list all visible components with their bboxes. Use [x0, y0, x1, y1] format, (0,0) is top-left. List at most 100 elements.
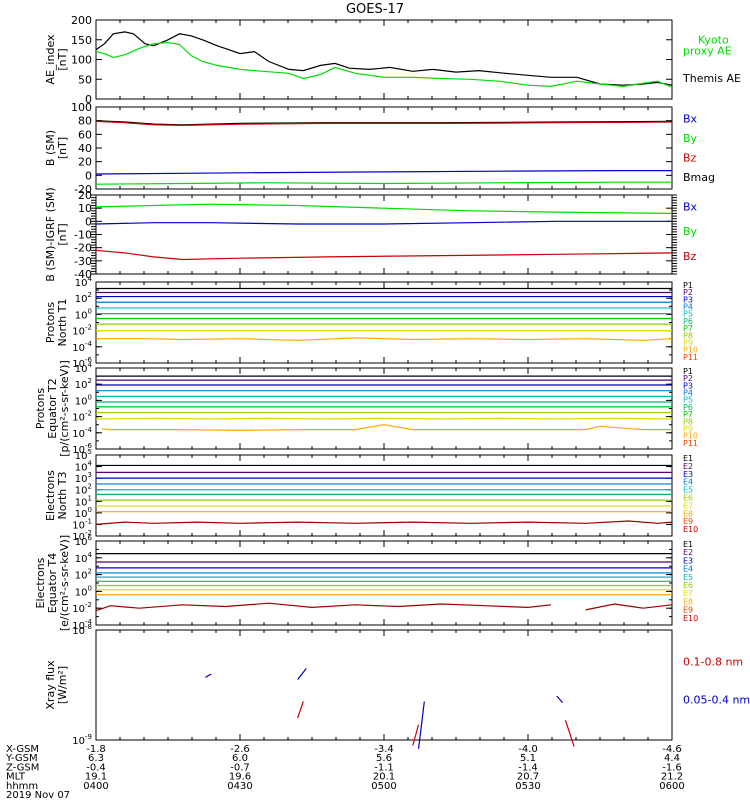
series-line [101, 424, 672, 432]
legend-entry: Bx [683, 201, 698, 214]
legend-entry: E1 [683, 540, 693, 549]
legend-entry: P1 [683, 281, 693, 290]
footer-value: 20.7 [517, 772, 539, 783]
panel-8: 10-9 10-8 Xray flux [W/m²] 0.1-0.8 nm 0.05-0.… [44, 623, 750, 749]
legend-entry: E4 [683, 478, 693, 487]
series-line [95, 249, 673, 261]
y-tick-label: 100 [71, 54, 92, 67]
footer-value: -1.4 [518, 762, 538, 773]
panel-4: 10-6 10-4 10-2 100 102 104 Protons North T1 P1P2… [44, 275, 698, 370]
legend-entry: P7 [683, 324, 693, 333]
footer-row-label: Z-GSM [6, 762, 39, 773]
y-axis-label: [nT] [56, 223, 69, 245]
legend-entry: P3 [683, 295, 693, 304]
footer-value: 5.1 [520, 753, 536, 764]
y-tick-label: 10-6 [72, 356, 92, 370]
legend-entry: E5 [683, 486, 693, 495]
plot-frame [95, 194, 673, 275]
series-kyoto-proxy-ae [95, 41, 673, 88]
legend-entry: P4 [683, 389, 693, 398]
legend-entry: Kyoto [698, 34, 729, 47]
y-tick-label: 104 [75, 551, 93, 565]
y-tick-label: 102 [75, 568, 92, 582]
y-tick-label: 10-2 [72, 410, 92, 424]
y-tick-label: 100 [75, 307, 92, 321]
y-tick-label: 104 [75, 361, 93, 375]
legend-entry: E3 [683, 556, 693, 565]
series-line [95, 170, 672, 175]
series-segment [564, 720, 575, 747]
y-axis-label: Protons [34, 388, 47, 429]
footer-value: -1.8 [86, 744, 106, 755]
footer-value: 0530 [515, 781, 540, 792]
footer-value: -3.4 [374, 744, 394, 755]
y-tick-label: 10-2 [72, 601, 92, 615]
footer-value: -1.6 [662, 762, 682, 773]
legend-entry: P9 [683, 424, 693, 433]
series-line [95, 220, 672, 225]
y-tick-label: 10-4 [72, 618, 92, 632]
plot-frame [95, 281, 673, 364]
footer-row-label: MLT [6, 772, 26, 783]
y-tick-label: 200 [71, 14, 92, 27]
y-axis-label: AE_index [44, 34, 57, 85]
legend-entry: E10 [683, 525, 698, 534]
y-tick-label: 0 [85, 93, 92, 106]
footer-value: 19.1 [85, 772, 107, 783]
y-tick-label: 80 [78, 115, 92, 128]
y-axis-label: Equator T2 [46, 378, 59, 438]
footer-value: 21.2 [661, 772, 683, 783]
footer-row-label: X-GSM [6, 744, 39, 755]
plot-frame [95, 106, 673, 190]
footer-value: 0500 [371, 781, 396, 792]
legend-entry: E3 [683, 470, 693, 479]
legend-entry: E1 [683, 454, 693, 463]
series-p10 [101, 424, 672, 432]
y-tick-label: 10-2 [72, 529, 92, 543]
series-line [95, 120, 673, 127]
legend-entry: P4 [683, 303, 693, 312]
y-axis-label: Xray flux [44, 660, 57, 710]
orbit-footer: X-GSM -1.8 -2.6 -3.4 -4.0 -4.6 Y-GSM 6.3 6.0 5.6 5… [5, 744, 685, 800]
series-e10 [95, 602, 673, 612]
footer-value: -0.4 [86, 762, 106, 773]
y-tick-label: 20 [78, 189, 92, 202]
y-tick-label: 102 [75, 483, 92, 497]
y-axis-label: North T3 [56, 472, 69, 520]
y-tick-label: 10-6 [72, 442, 92, 456]
legend-entry: P8 [683, 331, 693, 340]
y-tick-label: 100 [75, 584, 92, 598]
series-segment [297, 701, 304, 719]
footer-value: 4.4 [664, 753, 680, 764]
panel-5: 10-6 10-4 10-2 100 102 104 Protons Equator T2 [p… [34, 360, 698, 457]
series-bx [95, 220, 672, 225]
y-tick-label: -20 [74, 242, 92, 255]
legend-entry: P5 [683, 310, 693, 319]
footer-row-label: Y-GSM [5, 753, 38, 764]
series-line [95, 181, 672, 185]
series-0-1-0-8-nm [297, 701, 575, 747]
series-segment [417, 701, 425, 749]
legend-entry: P8 [683, 417, 693, 426]
legend: 0.1-0.8 nm 0.05-0.4 nm [683, 656, 750, 707]
legend-entry: E6 [683, 581, 693, 590]
series-segment [205, 673, 212, 678]
y-tick-label: 60 [78, 128, 92, 141]
series-line [95, 417, 673, 420]
y-axis-label: [p/(cm²-s-sr-keV)] [58, 360, 71, 457]
y-tick-label: 100 [71, 101, 92, 114]
series-p10 [96, 337, 673, 341]
y-tick-label: -20 [74, 183, 92, 196]
series-by [95, 181, 672, 185]
footer-value: 0430 [227, 781, 252, 792]
series-segment [412, 724, 420, 746]
y-tick-label: 104 [75, 460, 93, 474]
series-segment [297, 668, 307, 680]
y-axis-label: [nT] [56, 137, 69, 159]
y-tick-label: -30 [74, 255, 92, 268]
